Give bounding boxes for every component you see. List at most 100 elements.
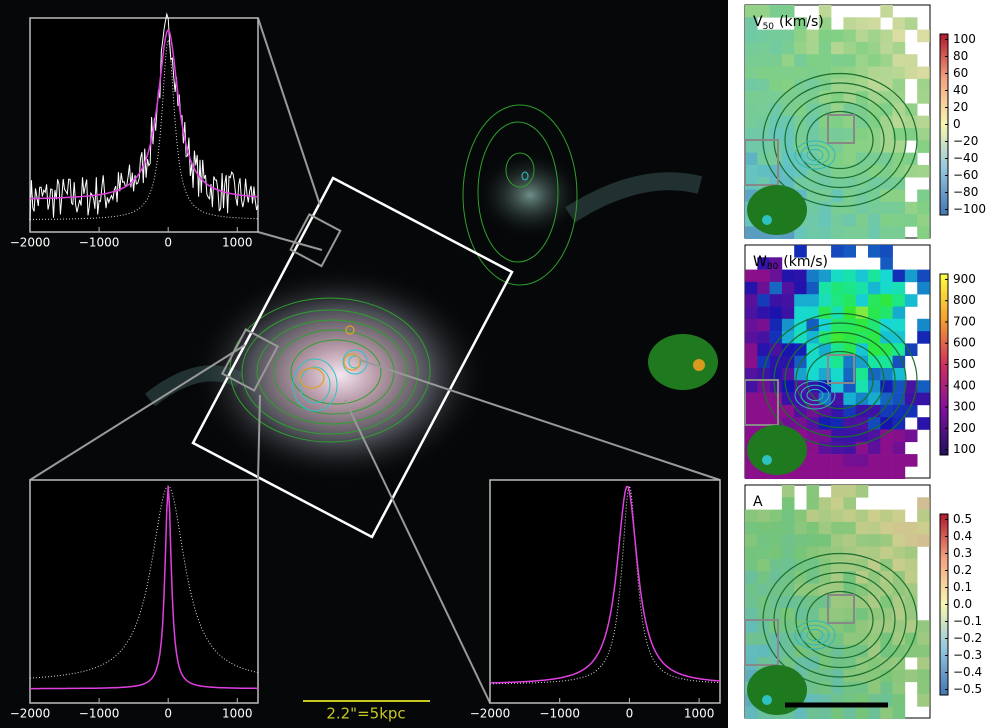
map-pixel [868, 177, 881, 190]
map-pixel [892, 269, 906, 283]
map-pixel [745, 318, 758, 332]
map-pixel [745, 343, 758, 356]
colorbar-label: 400 [953, 378, 976, 392]
map-pixel [794, 417, 807, 430]
region-box [827, 594, 855, 624]
map-pixel [868, 404, 881, 418]
map-pixel [745, 404, 758, 418]
beam-green [648, 334, 718, 390]
map-pixel [818, 78, 832, 92]
map-pixel [794, 91, 807, 104]
map-pixel [818, 201, 832, 215]
map-pixel [818, 595, 832, 609]
map-pixel [831, 466, 844, 479]
map-pixel [892, 583, 906, 596]
map-pixel [757, 281, 770, 295]
map-pixel [745, 115, 758, 129]
map-pixel [745, 103, 758, 116]
map-pixel [781, 404, 795, 418]
map-pixel [781, 485, 795, 498]
map-pixel [806, 681, 820, 695]
map-pixel [917, 140, 930, 153]
map-pixel [855, 521, 869, 535]
map-pixel [855, 189, 869, 203]
map-pixel [806, 152, 820, 166]
map-pixel [794, 29, 807, 43]
map-pixel [831, 115, 844, 129]
map-pixel [818, 115, 832, 129]
map-pixel [880, 417, 893, 430]
map-pixel [868, 509, 881, 523]
map-pixel [917, 392, 930, 406]
contour [795, 101, 885, 179]
map-pixel [769, 54, 783, 67]
map-pixel [868, 534, 881, 547]
map-pixel [745, 620, 758, 633]
map-pixel [745, 128, 758, 141]
colorbar-label: −80 [953, 185, 978, 199]
map-pixel [868, 632, 881, 646]
map-pixel [892, 294, 906, 307]
map-pixel [855, 128, 869, 141]
map-pixel [818, 152, 832, 166]
map-pixel [868, 355, 881, 369]
contour [806, 628, 824, 642]
map-pixel [818, 306, 832, 320]
map-pixel [880, 583, 893, 596]
map-pixel [868, 417, 881, 430]
map-pixel [769, 558, 783, 572]
map-pixel [904, 269, 918, 283]
map-pixel [745, 5, 758, 18]
map-pixel [855, 485, 869, 498]
map-pixel [781, 521, 795, 535]
region-box [827, 114, 855, 144]
map-pixel [855, 355, 869, 369]
spectrum-fit [30, 28, 259, 200]
map-pixel [843, 608, 856, 621]
map-pixel [806, 571, 820, 584]
map-pixel [892, 164, 906, 178]
map-pixel [904, 583, 918, 596]
map-pixel [831, 152, 844, 166]
map-pixel [794, 103, 807, 116]
map-pixel [757, 318, 770, 332]
map-pixel [843, 66, 856, 80]
map-pixel [843, 355, 856, 369]
map-pixel [880, 644, 893, 658]
colorbar-label: 0 [953, 117, 961, 131]
map-pixel [880, 318, 893, 332]
map-pixel [794, 269, 807, 283]
map-pixel [806, 632, 820, 646]
map-pixel [769, 608, 783, 621]
map-pixel [757, 91, 770, 104]
map-pixel [855, 466, 869, 479]
map-pixel [757, 343, 770, 356]
colorbar-label: 900 [953, 272, 976, 286]
map-pixel [831, 128, 844, 141]
label-unit: (km/s) [783, 254, 828, 270]
colorbar-label: 80 [953, 49, 968, 63]
map-pixel [745, 66, 758, 80]
map-pixel [892, 29, 906, 43]
map-pixel [855, 595, 869, 609]
map-pixel [818, 466, 832, 479]
map-pixel [880, 331, 893, 344]
colorbar-label: 100 [953, 442, 976, 456]
map-pixel [855, 41, 869, 55]
map-pixel [843, 368, 856, 381]
map-pixel [843, 103, 856, 116]
map-pixel [904, 115, 918, 129]
map-pixel [855, 318, 869, 332]
map-pixel [794, 583, 807, 596]
map-pixel [831, 355, 844, 369]
orange-contours [299, 325, 361, 389]
map-pixel [880, 5, 893, 18]
map-pixel [818, 558, 832, 572]
map-pixel [904, 404, 918, 418]
colorbar-label: −60 [953, 168, 978, 182]
contour [800, 144, 830, 166]
map-pixel [880, 177, 893, 190]
map-pixel [831, 546, 844, 560]
x-tick-label: 0 [626, 707, 634, 721]
map-pixel [868, 164, 881, 178]
